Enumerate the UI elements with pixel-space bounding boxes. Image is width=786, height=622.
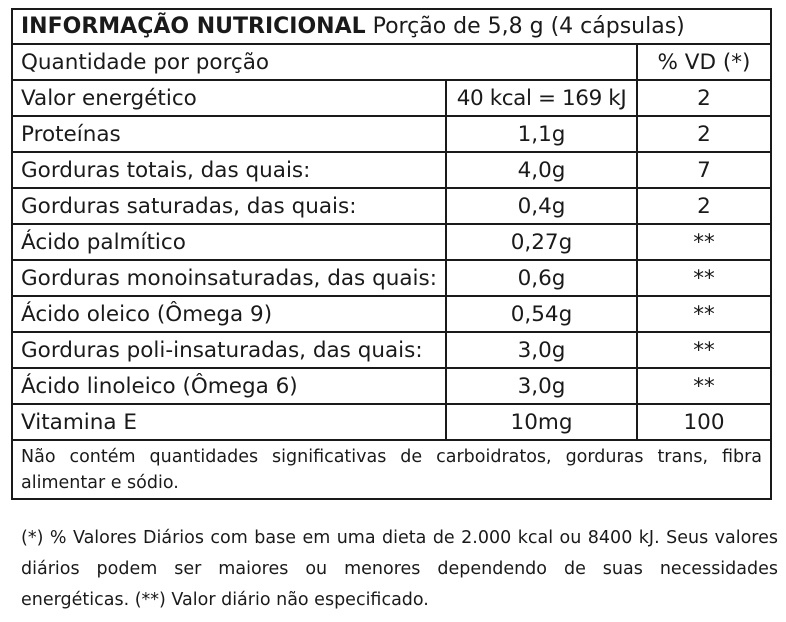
nutrient-amount: 1,1g xyxy=(445,115,638,153)
table-note: Não contém quantidades significativas de… xyxy=(11,439,772,500)
table-row: Gorduras monoinsaturadas, das quais: 0,6… xyxy=(11,259,772,297)
nutrient-dv: ** xyxy=(636,295,772,333)
nutrient-amount: 0,54g xyxy=(445,295,638,333)
nutrient-name: Ácido palmítico xyxy=(11,223,447,261)
nutrient-name: Proteínas xyxy=(11,115,447,153)
table-title-row: INFORMAÇÃO NUTRICIONAL Porção de 5,8 g (… xyxy=(11,8,772,45)
title-serving: Porção de 5,8 g (4 cápsulas) xyxy=(365,14,685,39)
nutrient-amount: 0,4g xyxy=(445,187,638,225)
column-header-row: Quantidade por porção % VD (*) xyxy=(11,43,772,81)
footnote: (*) % Valores Diários com base em uma di… xyxy=(21,528,778,610)
nutrient-amount: 40 kcal = 169 kJ xyxy=(445,79,638,117)
nutrient-dv: 7 xyxy=(636,151,772,189)
nutrient-amount: 3,0g xyxy=(445,367,638,405)
nutrition-facts-table: INFORMAÇÃO NUTRICIONAL Porção de 5,8 g (… xyxy=(11,8,772,500)
quantity-header: Quantidade por porção xyxy=(11,43,638,81)
nutrient-amount: 4,0g xyxy=(445,151,638,189)
nutrient-dv: ** xyxy=(636,259,772,297)
nutrient-name: Gorduras totais, das quais: xyxy=(11,151,447,189)
nutrient-amount: 0,27g xyxy=(445,223,638,261)
nutrient-dv: ** xyxy=(636,223,772,261)
title-bold: INFORMAÇÃO NUTRICIONAL xyxy=(21,14,366,39)
nutrient-dv: 100 xyxy=(636,403,772,441)
table-row: Gorduras totais, das quais: 4,0g 7 xyxy=(11,151,772,189)
nutrient-amount: 10mg xyxy=(445,403,638,441)
table-note-row: Não contém quantidades significativas de… xyxy=(11,439,772,500)
nutrient-name: Valor energético xyxy=(11,79,447,117)
nutrient-dv: ** xyxy=(636,367,772,405)
cropped-text-fragment xyxy=(0,0,786,8)
table-row: Gorduras saturadas, das quais: 0,4g 2 xyxy=(11,187,772,225)
table-row: Vitamina E 10mg 100 xyxy=(11,403,772,441)
table-row: Ácido oleico (Ômega 9) 0,54g ** xyxy=(11,295,772,333)
dv-header: % VD (*) xyxy=(636,43,772,81)
nutrient-name: Ácido oleico (Ômega 9) xyxy=(11,295,447,333)
nutrient-amount: 3,0g xyxy=(445,331,638,369)
nutrient-name: Gorduras monoinsaturadas, das quais: xyxy=(11,259,447,297)
nutrient-dv: ** xyxy=(636,331,772,369)
table-title: INFORMAÇÃO NUTRICIONAL Porção de 5,8 g (… xyxy=(11,8,772,45)
nutrient-name: Gorduras poli-insaturadas, das quais: xyxy=(11,331,447,369)
table-row: Valor energético 40 kcal = 169 kJ 2 xyxy=(11,79,772,117)
nutrient-name: Ácido linoleico (Ômega 6) xyxy=(11,367,447,405)
nutrient-dv: 2 xyxy=(636,79,772,117)
table-row: Ácido linoleico (Ômega 6) 3,0g ** xyxy=(11,367,772,405)
table-row: Ácido palmítico 0,27g ** xyxy=(11,223,772,261)
table-row: Proteínas 1,1g 2 xyxy=(11,115,772,153)
nutrient-dv: 2 xyxy=(636,187,772,225)
nutrient-amount: 0,6g xyxy=(445,259,638,297)
table-row: Gorduras poli-insaturadas, das quais: 3,… xyxy=(11,331,772,369)
nutrient-dv: 2 xyxy=(636,115,772,153)
nutrient-name: Vitamina E xyxy=(11,403,447,441)
nutrient-name: Gorduras saturadas, das quais: xyxy=(11,187,447,225)
